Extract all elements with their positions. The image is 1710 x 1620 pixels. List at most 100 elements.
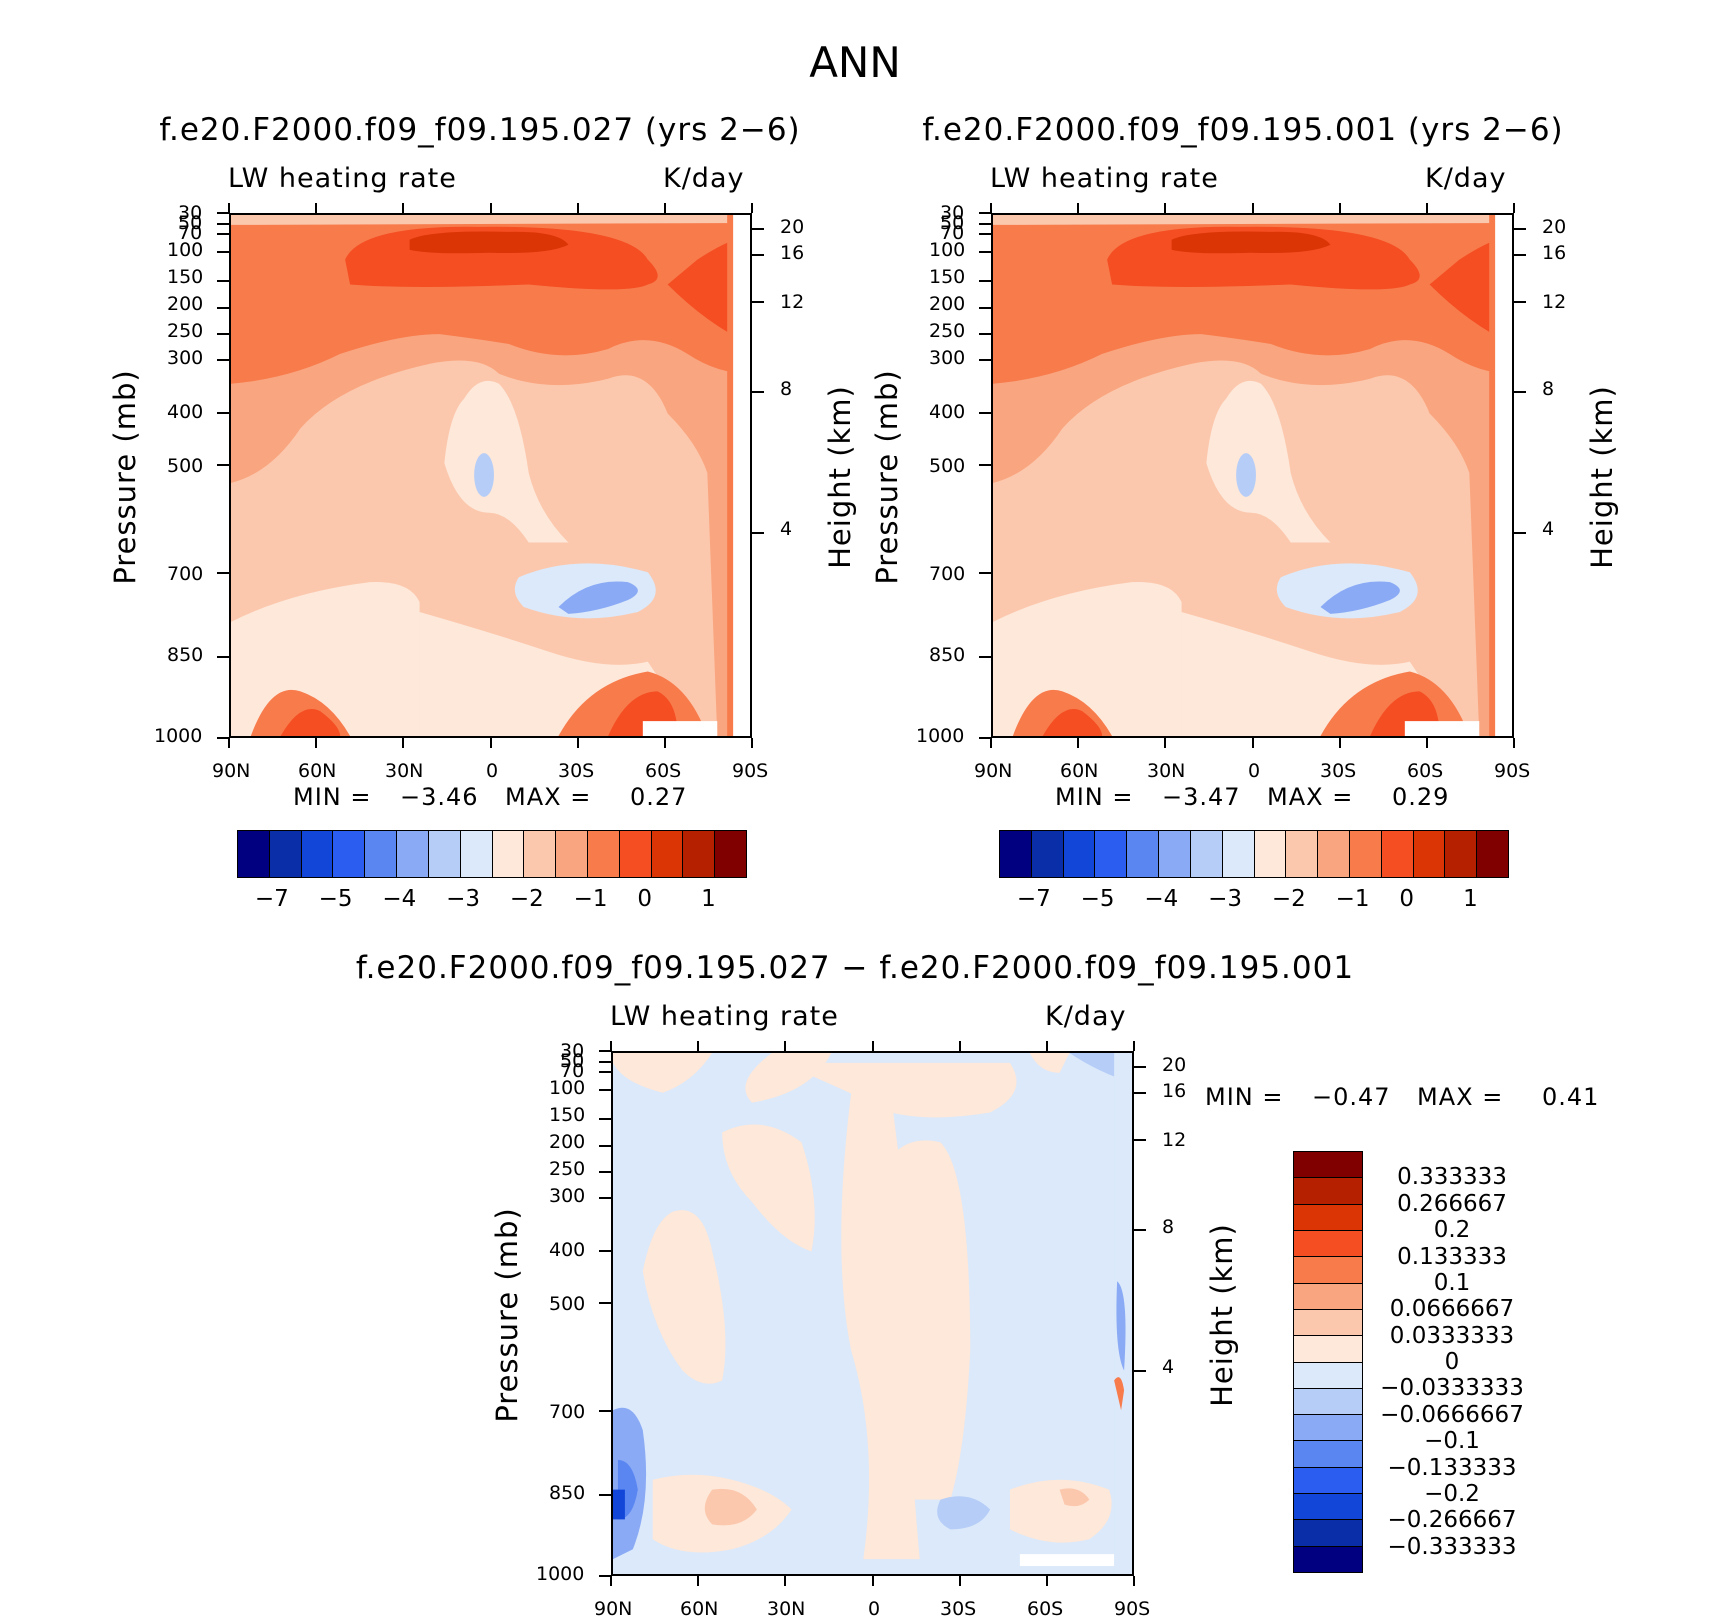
pressure-tick-label: 400 [549,1239,586,1261]
x-tick-label: 60N [298,760,337,782]
x-tick-mark [1425,203,1428,213]
colorbar-tick-label: 1 [701,886,716,912]
colorbar-box [1294,1308,1362,1336]
colorbar-tick-label: −0.133333 [1387,1454,1517,1481]
y-tick-mark [217,233,229,235]
pressure-tick-label: 300 [929,347,966,369]
max-value: 0.27 [630,783,688,811]
y-axis-title-left: Pressure (mb) [490,1207,524,1423]
y-tick-mark [599,1197,611,1199]
x-tick-mark [1513,203,1515,213]
pressure-tick-label: 50 [178,212,203,234]
pressure-tick-label: 1000 [916,725,965,747]
y-tick-mark [217,222,229,225]
x-tick-mark [871,1576,874,1586]
units-top-right: K/day [1425,163,1507,194]
height-tick-label: 16 [1162,1080,1187,1102]
x-tick-mark [576,203,579,213]
height-tick-label: 20 [780,216,805,238]
y-tick-mark [599,1050,611,1052]
pressure-tick-label: 850 [929,644,966,666]
colorbar-box [1294,1282,1362,1309]
colorbar-tick-label: −5 [318,886,353,912]
x-tick-mark [1338,203,1341,213]
x-tick-label: 60N [1060,760,1099,782]
colorbar-box [1222,831,1255,877]
pressure-tick-label: 250 [929,320,966,342]
y-tick-mark [599,1302,611,1304]
colorbar-box [1294,1493,1362,1520]
y-tick-mark [752,301,764,304]
height-tick-label: 4 [780,518,793,540]
colorbar-box [1294,1229,1362,1257]
colorbar-tick-label: 0.266667 [1397,1190,1507,1217]
colorbar-box [1254,831,1287,877]
y-tick-mark [979,222,991,225]
colorbar-tick-label: 0 [1399,886,1415,912]
pressure-tick-label: 30 [940,202,965,224]
pressure-tick-label: 150 [549,1104,586,1126]
colorbar-tick-label: −7 [1016,886,1051,912]
pressure-tick-label: 1000 [154,725,203,747]
x-tick-label: 30S [940,1598,977,1620]
x-tick-mark [990,203,992,213]
colorbar-box [1095,831,1128,877]
colorbar-tick-label: −2 [509,886,544,912]
y-tick-mark [979,411,991,414]
colorbar-box [1286,831,1319,877]
y-tick-mark [1514,532,1526,535]
pressure-tick-label: 150 [929,266,966,288]
varname-top-left: LW heating rate [228,163,457,194]
y-tick-mark [979,233,991,235]
x-tick-mark [1164,738,1167,748]
y-tick-mark [599,1144,611,1147]
x-tick-mark [663,203,666,213]
colorbar-box [1063,831,1096,877]
x-tick-mark [697,1041,700,1051]
y-tick-mark [599,1249,611,1252]
x-tick-mark [1133,1576,1135,1586]
y-tick-mark [599,1409,611,1412]
pressure-tick-label: 150 [167,266,204,288]
pressure-tick-label: 500 [929,455,966,477]
height-tick-label: 8 [1162,1216,1175,1238]
y-tick-mark [752,532,764,535]
y-tick-mark [1514,227,1526,230]
units-top-left: K/day [663,163,745,194]
colorbar-box [492,831,525,877]
pressure-tick-label: 700 [549,1401,586,1423]
x-tick-mark [784,1041,787,1051]
pressure-tick-label: 700 [929,563,966,585]
pressure-tick-label: 50 [940,212,965,234]
pressure-tick-label: 850 [549,1482,586,1504]
colorbar-box [1318,831,1350,877]
x-tick-mark [228,738,230,748]
max-label: MAX = [505,783,592,811]
x-tick-mark [1164,203,1167,213]
pressure-tick-label: 30 [178,202,203,224]
colorbar-tick-label: −0.1 [1424,1428,1480,1455]
min-label: MIN = [293,783,372,811]
x-tick-mark [1338,738,1341,748]
colorbar-box [715,831,746,877]
y-tick-mark [217,212,229,214]
colorbar-box [301,831,334,877]
pressure-tick-label: 50 [560,1050,585,1072]
colorbar-box [1190,831,1223,877]
colorbar-box [556,831,588,877]
colorbar-tick-label: 0 [1444,1349,1460,1375]
colorbar-box [1127,831,1160,877]
x-tick-mark [610,1041,612,1051]
colorbar-tick-label: −5 [1080,886,1115,912]
y-tick-mark [979,464,991,466]
varname-bottom: LW heating rate [610,1001,839,1032]
pressure-tick-label: 400 [167,401,204,423]
colorbar-tick-label: −4 [1144,886,1179,912]
contour-plot-top-right [991,213,1514,738]
pressure-tick-label: 100 [929,239,966,261]
y-tick-mark [217,411,229,414]
max-label: MAX = [1417,1083,1504,1111]
colorbar-box [651,831,684,877]
y-tick-mark [1514,301,1526,304]
x-tick-mark [576,738,579,748]
